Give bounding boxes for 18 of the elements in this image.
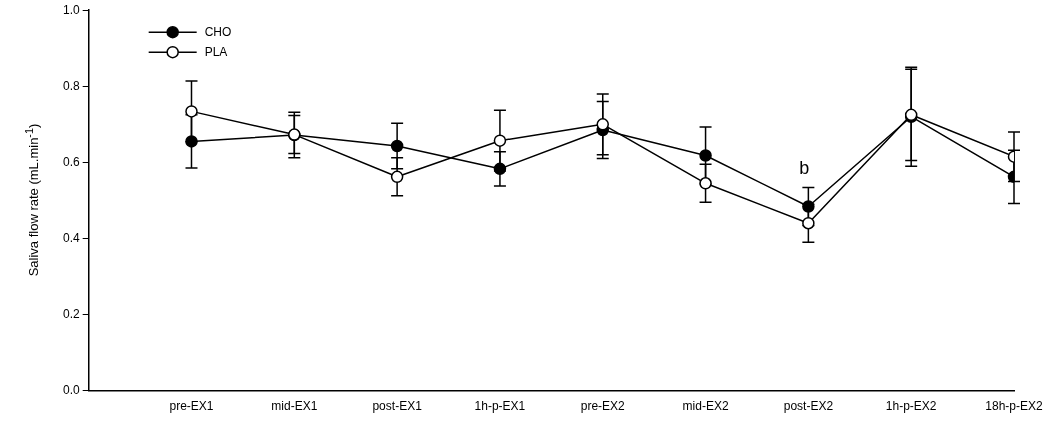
x-tick-label: 1h-p-EX2 (885, 399, 937, 414)
annotation: b (799, 158, 810, 179)
y-tick-label: 0.6 (62, 154, 80, 169)
y-tick-label: 0.8 (62, 78, 80, 93)
x-tick-label: post-EX1 (372, 399, 423, 414)
x-tick-label: 1h-p-EX1 (474, 399, 526, 414)
x-tick-label: mid-EX1 (271, 399, 318, 414)
x-tick-label: pre-EX2 (580, 399, 626, 414)
legend-label: CHO (204, 24, 232, 39)
y-tick-label: 0.0 (62, 382, 80, 397)
x-tick-label: mid-EX2 (682, 399, 729, 414)
legend-label: PLA (204, 44, 228, 59)
y-tick-label: 0.4 (62, 230, 80, 245)
x-tick-label: 18h-p-EX2 (985, 399, 1044, 414)
x-tick-label: post-EX2 (783, 399, 834, 414)
y-tick-label: 0.2 (62, 306, 80, 321)
x-tick-label: pre-EX1 (169, 399, 214, 414)
y-tick-label: 1.0 (62, 2, 80, 17)
